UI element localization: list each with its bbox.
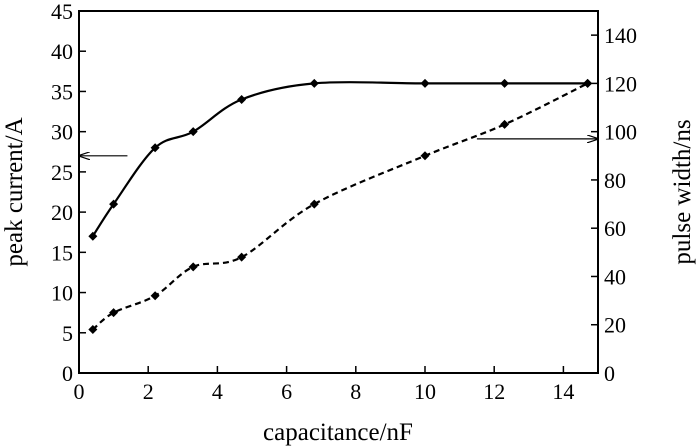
y-tick-label-left: 20 (51, 200, 73, 225)
y-tick-label-left: 0 (62, 361, 73, 386)
y-tick-label-right: 20 (604, 313, 626, 338)
y-tick-label-right: 140 (604, 23, 637, 48)
series-1-point (150, 143, 160, 153)
y-tick-label-right: 120 (604, 71, 637, 96)
y-tick-label-left: 10 (51, 281, 73, 306)
series-2-point (500, 119, 510, 129)
x-tick-label: 6 (281, 379, 292, 404)
y-tick-label-left: 35 (51, 79, 73, 104)
series-2-point (88, 325, 98, 335)
x-tick-label: 0 (74, 379, 85, 404)
y-tick-label-left: 5 (62, 321, 73, 346)
series-1-point (188, 127, 198, 137)
ticks-layer: 0 2 4 6 8 10 12 1405101520253035404502040608010… (51, 0, 637, 404)
series-2-point (309, 199, 319, 209)
y-tick-label-left: 30 (51, 120, 73, 145)
y-tick-label-right: 40 (604, 264, 626, 289)
series-2-point (109, 308, 119, 318)
series-2-point (420, 151, 430, 161)
series-1-point (500, 78, 510, 88)
x-tick-label: 2 (143, 379, 154, 404)
series-1-point (420, 78, 430, 88)
y-axis-title-left: peak current/A (1, 117, 28, 266)
x-tick-label: 10 (414, 379, 436, 404)
x-tick-label: 4 (212, 379, 223, 404)
y-tick-label-right: 80 (604, 168, 626, 193)
series-2-line (92, 82, 589, 331)
x-tick-label: 14 (552, 379, 574, 404)
series-2-point (583, 78, 593, 88)
series-1-point (309, 78, 319, 88)
series-1-point (237, 94, 247, 104)
y-tick-label-left: 15 (51, 240, 73, 265)
annotation-layer (79, 139, 598, 156)
series-2-point (237, 252, 247, 262)
y-tick-label-right: 100 (604, 120, 637, 145)
series-1-point (109, 199, 119, 209)
y-tick-label-right: 60 (604, 216, 626, 241)
y-tick-label-left: 40 (51, 39, 73, 64)
x-tick-label: 12 (483, 379, 505, 404)
y-tick-label-left: 25 (51, 160, 73, 185)
series-layer (88, 78, 593, 335)
x-axis-title: capacitance/nF (263, 419, 413, 446)
series-2-point (150, 291, 160, 301)
plot-frame (78, 10, 599, 374)
y-tick-label-left: 45 (51, 0, 73, 24)
series-1-point (88, 231, 98, 241)
y-axis-title-right: pulse width/ns (669, 119, 696, 264)
series-1-line (91, 81, 588, 237)
series-2-point (188, 262, 198, 272)
x-tick-label: 8 (350, 379, 361, 404)
y-tick-label-right: 0 (604, 361, 615, 386)
